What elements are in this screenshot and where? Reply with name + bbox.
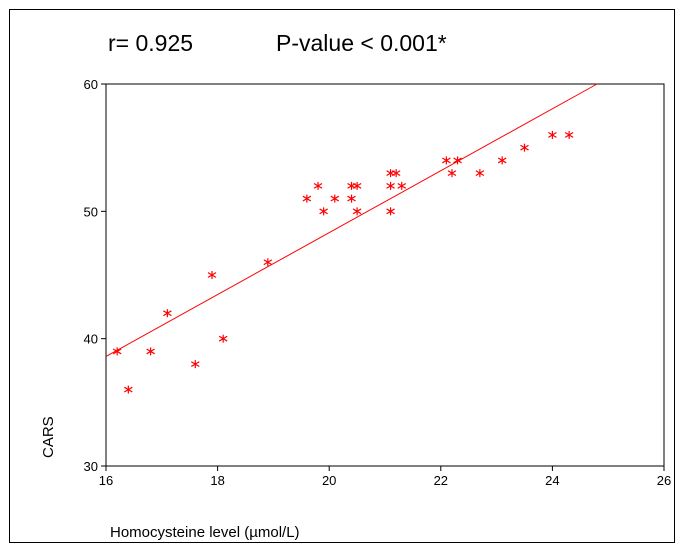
y-axis-label: CARS xyxy=(40,416,57,458)
x-tick-label: 18 xyxy=(210,473,224,488)
data-point xyxy=(190,360,200,369)
data-point xyxy=(397,181,407,190)
data-point xyxy=(352,181,362,190)
plot-area xyxy=(105,83,665,467)
data-point xyxy=(548,130,557,139)
x-tick-label: 22 xyxy=(434,473,448,488)
data-point xyxy=(386,169,395,178)
data-point xyxy=(347,181,356,190)
regression-line xyxy=(105,83,598,357)
y-tick-label: 50 xyxy=(84,204,98,219)
data-point xyxy=(218,334,228,343)
y-tick-label: 30 xyxy=(84,459,98,474)
data-point xyxy=(207,271,217,279)
data-point xyxy=(302,194,312,203)
data-point xyxy=(447,169,457,178)
data-point xyxy=(497,156,507,165)
chart-frame xyxy=(9,9,675,543)
data-point xyxy=(386,181,395,190)
p-value-text: P-value < 0.001* xyxy=(276,30,447,56)
x-tick-label: 26 xyxy=(657,473,671,488)
x-tick-label: 20 xyxy=(322,473,336,488)
data-point xyxy=(163,309,172,318)
data-point xyxy=(347,194,356,203)
data-point xyxy=(146,347,155,356)
data-point xyxy=(386,207,395,216)
data-point xyxy=(564,130,574,139)
data-point xyxy=(124,385,133,394)
data-point xyxy=(330,194,340,203)
data-point xyxy=(319,207,328,216)
data-point xyxy=(352,207,362,216)
y-tick-label: 40 xyxy=(84,332,98,347)
correlation-coefficient-text: r= 0.925 xyxy=(108,30,194,56)
x-tick-label: 16 xyxy=(99,473,113,488)
x-tick-label: 24 xyxy=(545,473,559,488)
x-axis-label: Homocysteine level (µmol/L) xyxy=(110,524,300,541)
data-point xyxy=(453,156,462,165)
data-point xyxy=(475,169,485,178)
data-point xyxy=(313,181,323,190)
y-tick-label: 60 xyxy=(84,77,98,92)
data-point xyxy=(391,169,401,178)
data-point xyxy=(112,347,122,356)
data-point xyxy=(520,143,529,152)
data-point xyxy=(263,258,273,267)
data-point xyxy=(442,156,451,165)
